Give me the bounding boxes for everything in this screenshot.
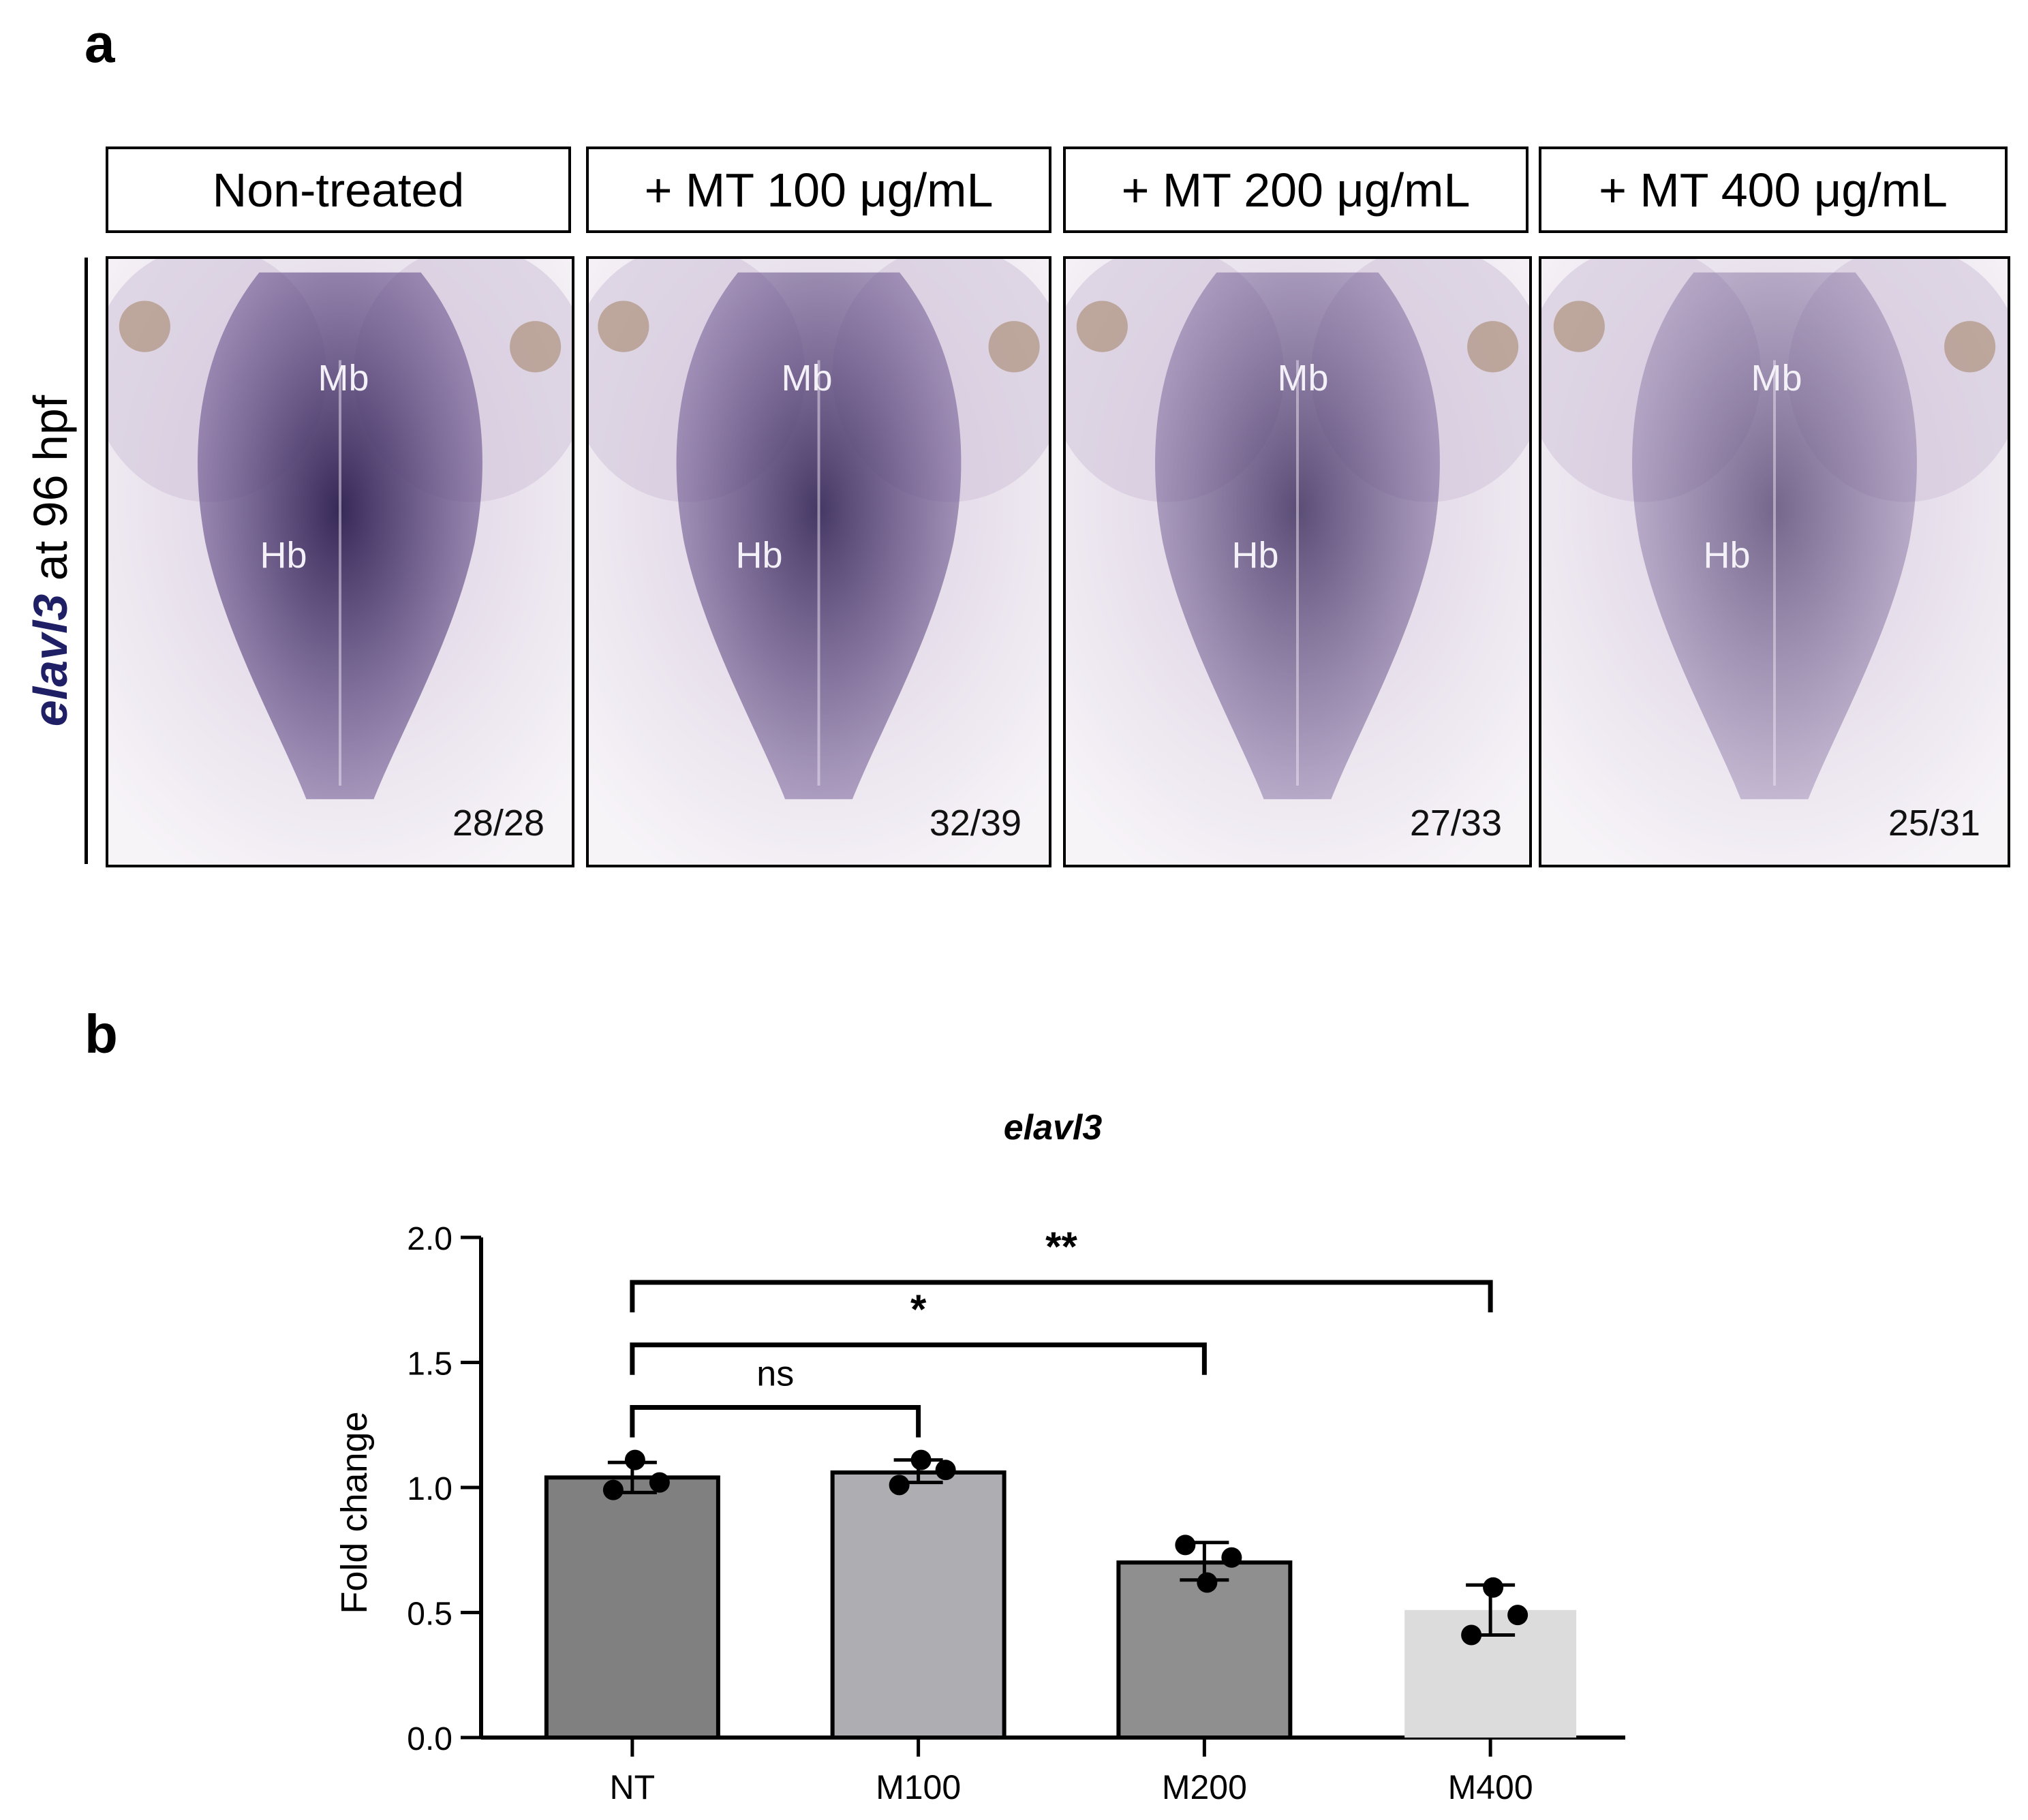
header-non-treated: Non-treated (106, 146, 571, 233)
eye-spot (1467, 321, 1519, 373)
data-point (1197, 1572, 1218, 1593)
bar-NT (544, 1475, 720, 1740)
embryo-photo-non-treated: Mb Hb 28/28 (106, 256, 574, 867)
sig-bracket (630, 1280, 1493, 1313)
sig-label: * (910, 1286, 927, 1332)
sig-label: ns (756, 1355, 794, 1394)
label-mb: Mb (781, 358, 833, 399)
sig-label: ** (1045, 1224, 1077, 1269)
embryo-image-0 (108, 259, 572, 865)
embryo-image-1 (589, 259, 1049, 865)
embryo-image-3 (1541, 259, 2008, 865)
data-point (889, 1475, 910, 1496)
x-tick-label-M200: M200 (1162, 1768, 1247, 1806)
x-tick-label-M100: M100 (876, 1768, 961, 1806)
eye-spot (598, 300, 649, 352)
eye-spot (510, 321, 562, 373)
eye-spot (1944, 321, 1996, 373)
sig-bracket (630, 1405, 921, 1438)
embryo-count: 27/33 (1409, 803, 1502, 844)
embryo-photo-mt-400: Mb Hb 25/31 (1539, 256, 2010, 867)
eye-spot (1553, 300, 1605, 352)
y-tick-label: 1.5 (407, 1346, 452, 1383)
embryo-count: 28/28 (452, 803, 544, 844)
eye-spot (988, 321, 1040, 373)
label-mb: Mb (318, 358, 369, 399)
x-tick-label-NT: NT (610, 1768, 656, 1806)
y-tick-label: 0.5 (407, 1597, 452, 1633)
header-mt-100: + MT 100 μg/mL (586, 146, 1051, 233)
embryo-photo-mt-200: Mb Hb 27/33 (1063, 256, 1532, 867)
data-point (1175, 1534, 1196, 1556)
data-point (1507, 1605, 1528, 1626)
data-point (910, 1449, 932, 1470)
label-hb: Hb (735, 535, 783, 576)
label-hb: Hb (1231, 535, 1279, 576)
data-point (1221, 1547, 1242, 1568)
data-point (624, 1449, 645, 1470)
eye-spot (119, 300, 170, 352)
data-point (602, 1479, 624, 1500)
panel-b-letter: b (84, 1004, 118, 1064)
data-point (1461, 1624, 1482, 1646)
label-mb: Mb (1277, 358, 1329, 399)
embryo-photo-mt-100: Mb Hb 32/39 (586, 256, 1051, 867)
chart-title: elavl3 (1003, 1108, 1103, 1147)
data-point (935, 1460, 956, 1481)
label-hb: Hb (1703, 535, 1751, 576)
sig-bracket (630, 1342, 1207, 1375)
y-tick-label: 1.0 (407, 1471, 452, 1507)
y-tick-label: 2.0 (407, 1221, 452, 1257)
y-tick-label: 0.0 (407, 1721, 452, 1757)
header-mt-200: + MT 200 μg/mL (1063, 146, 1528, 233)
data-point (1483, 1577, 1504, 1598)
data-point (649, 1472, 670, 1493)
label-mb: Mb (1751, 358, 1802, 399)
x-tick-label-M400: M400 (1448, 1768, 1533, 1806)
bar-M100 (830, 1470, 1007, 1740)
header-mt-400: + MT 400 μg/mL (1539, 146, 2008, 233)
embryo-image-2 (1066, 259, 1529, 865)
panel-a-letter: a (84, 13, 115, 74)
label-hb: Hb (260, 535, 307, 576)
side-bracket (84, 258, 88, 864)
embryo-count: 32/39 (929, 803, 1021, 844)
embryo-count: 25/31 (1888, 803, 1980, 844)
eye-spot (1076, 300, 1128, 352)
